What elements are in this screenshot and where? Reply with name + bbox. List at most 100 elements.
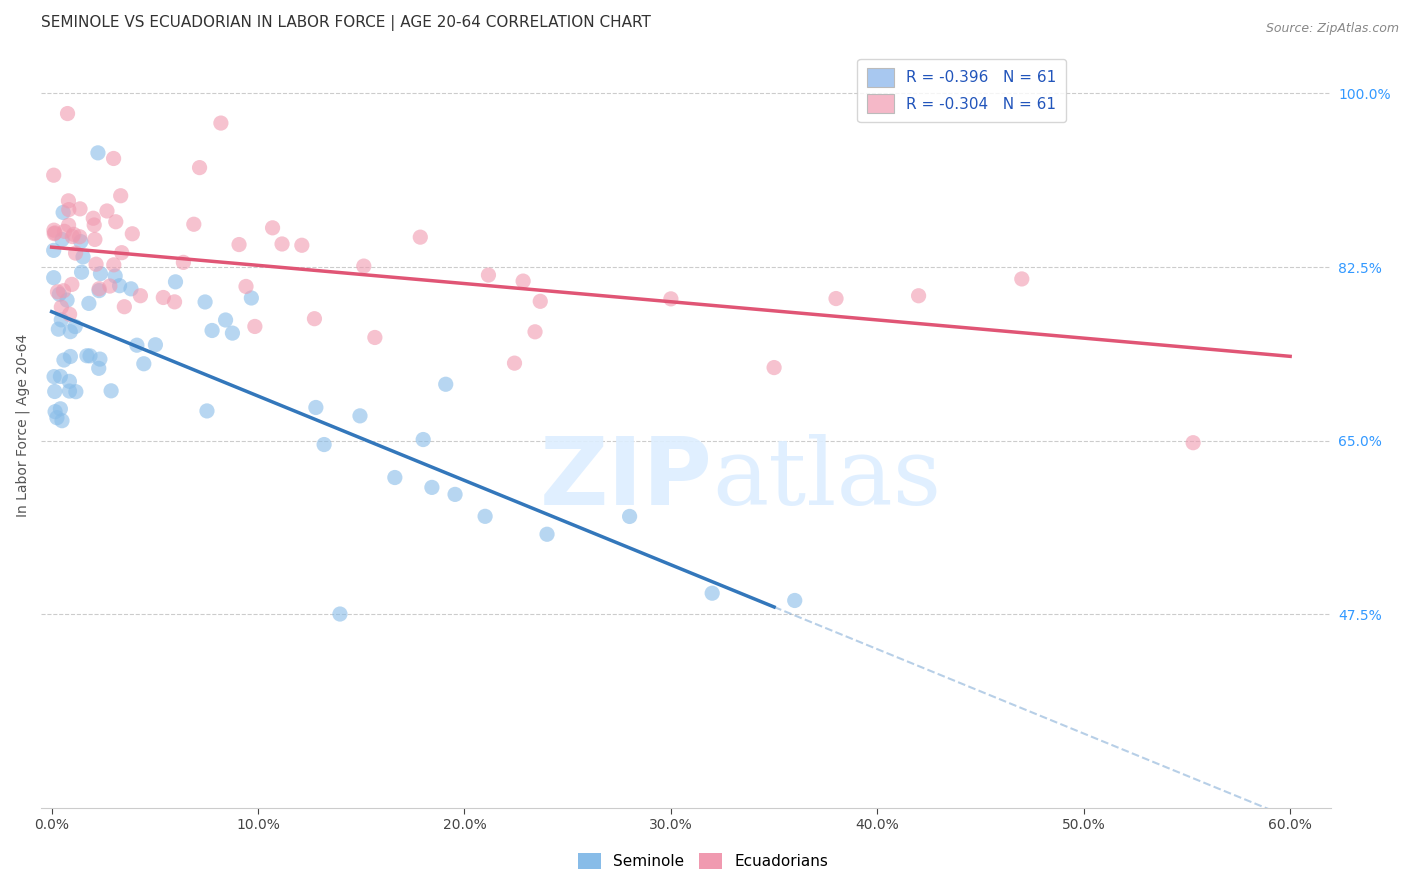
Point — [512, 274, 534, 288]
Point — [329, 607, 352, 621]
Point — [619, 509, 641, 524]
Point — [783, 593, 806, 607]
Point — [503, 356, 526, 370]
Point — [201, 323, 224, 337]
Point — [349, 409, 371, 423]
Point — [165, 275, 187, 289]
Point — [163, 294, 186, 309]
Legend: Seminole, Ecuadorians: Seminole, Ecuadorians — [572, 847, 834, 875]
Point — [524, 325, 547, 339]
Point — [103, 258, 125, 272]
Point — [58, 384, 80, 398]
Point — [51, 233, 73, 247]
Point — [44, 226, 66, 240]
Point — [46, 322, 69, 336]
Point — [240, 291, 263, 305]
Point — [112, 300, 135, 314]
Point — [529, 294, 551, 309]
Point — [58, 307, 80, 321]
Point — [56, 293, 79, 307]
Point — [172, 255, 194, 269]
Point — [72, 250, 94, 264]
Point — [763, 360, 786, 375]
Point — [108, 278, 131, 293]
Point — [121, 227, 143, 241]
Point — [409, 230, 432, 244]
Point — [42, 244, 65, 258]
Y-axis label: In Labor Force | Age 20-64: In Labor Force | Age 20-64 — [15, 334, 30, 517]
Point — [58, 194, 80, 208]
Point — [1182, 435, 1205, 450]
Text: atlas: atlas — [713, 434, 942, 524]
Point — [353, 259, 375, 273]
Point — [125, 338, 148, 352]
Point — [364, 330, 387, 344]
Point — [103, 152, 125, 166]
Point — [84, 257, 107, 271]
Point — [56, 106, 79, 120]
Point — [132, 357, 155, 371]
Point — [474, 509, 496, 524]
Point — [110, 188, 132, 202]
Legend: R = -0.396   N = 61, R = -0.304   N = 61: R = -0.396 N = 61, R = -0.304 N = 61 — [858, 59, 1066, 122]
Point — [87, 145, 110, 160]
Point — [120, 282, 142, 296]
Point — [702, 586, 724, 600]
Point — [49, 369, 72, 384]
Point — [60, 229, 83, 244]
Point — [51, 313, 73, 327]
Point — [52, 284, 75, 298]
Point — [89, 267, 111, 281]
Point — [69, 235, 91, 249]
Point — [89, 282, 111, 296]
Point — [45, 410, 67, 425]
Point — [98, 279, 121, 293]
Point — [145, 337, 167, 351]
Point — [42, 369, 65, 384]
Point — [291, 238, 314, 252]
Point — [60, 277, 83, 292]
Point — [70, 265, 93, 279]
Point — [62, 227, 84, 242]
Point — [58, 375, 80, 389]
Point — [69, 229, 91, 244]
Point — [65, 384, 87, 399]
Point — [69, 202, 91, 216]
Point — [412, 433, 434, 447]
Point — [87, 284, 110, 298]
Point — [83, 218, 105, 232]
Point — [58, 218, 80, 232]
Point — [444, 487, 467, 501]
Point — [52, 353, 75, 368]
Text: Source: ZipAtlas.com: Source: ZipAtlas.com — [1265, 22, 1399, 36]
Point — [111, 245, 134, 260]
Point — [63, 319, 86, 334]
Point — [314, 437, 336, 451]
Point — [59, 325, 82, 339]
Point — [59, 350, 82, 364]
Point — [434, 377, 457, 392]
Point — [87, 361, 110, 376]
Point — [77, 296, 100, 310]
Point — [214, 313, 236, 327]
Point — [104, 268, 127, 283]
Point — [44, 384, 66, 399]
Point — [235, 279, 257, 293]
Point — [384, 470, 406, 484]
Point — [183, 217, 205, 231]
Point — [42, 223, 65, 237]
Point — [104, 215, 127, 229]
Point — [477, 268, 499, 282]
Point — [89, 352, 111, 367]
Point — [42, 168, 65, 182]
Text: SEMINOLE VS ECUADORIAN IN LABOR FORCE | AGE 20-64 CORRELATION CHART: SEMINOLE VS ECUADORIAN IN LABOR FORCE | … — [41, 15, 651, 31]
Point — [51, 414, 73, 428]
Point — [82, 211, 104, 226]
Point — [420, 480, 443, 494]
Point — [65, 246, 87, 260]
Point — [76, 349, 98, 363]
Point — [304, 311, 326, 326]
Point — [129, 289, 152, 303]
Point — [262, 220, 284, 235]
Point — [152, 291, 174, 305]
